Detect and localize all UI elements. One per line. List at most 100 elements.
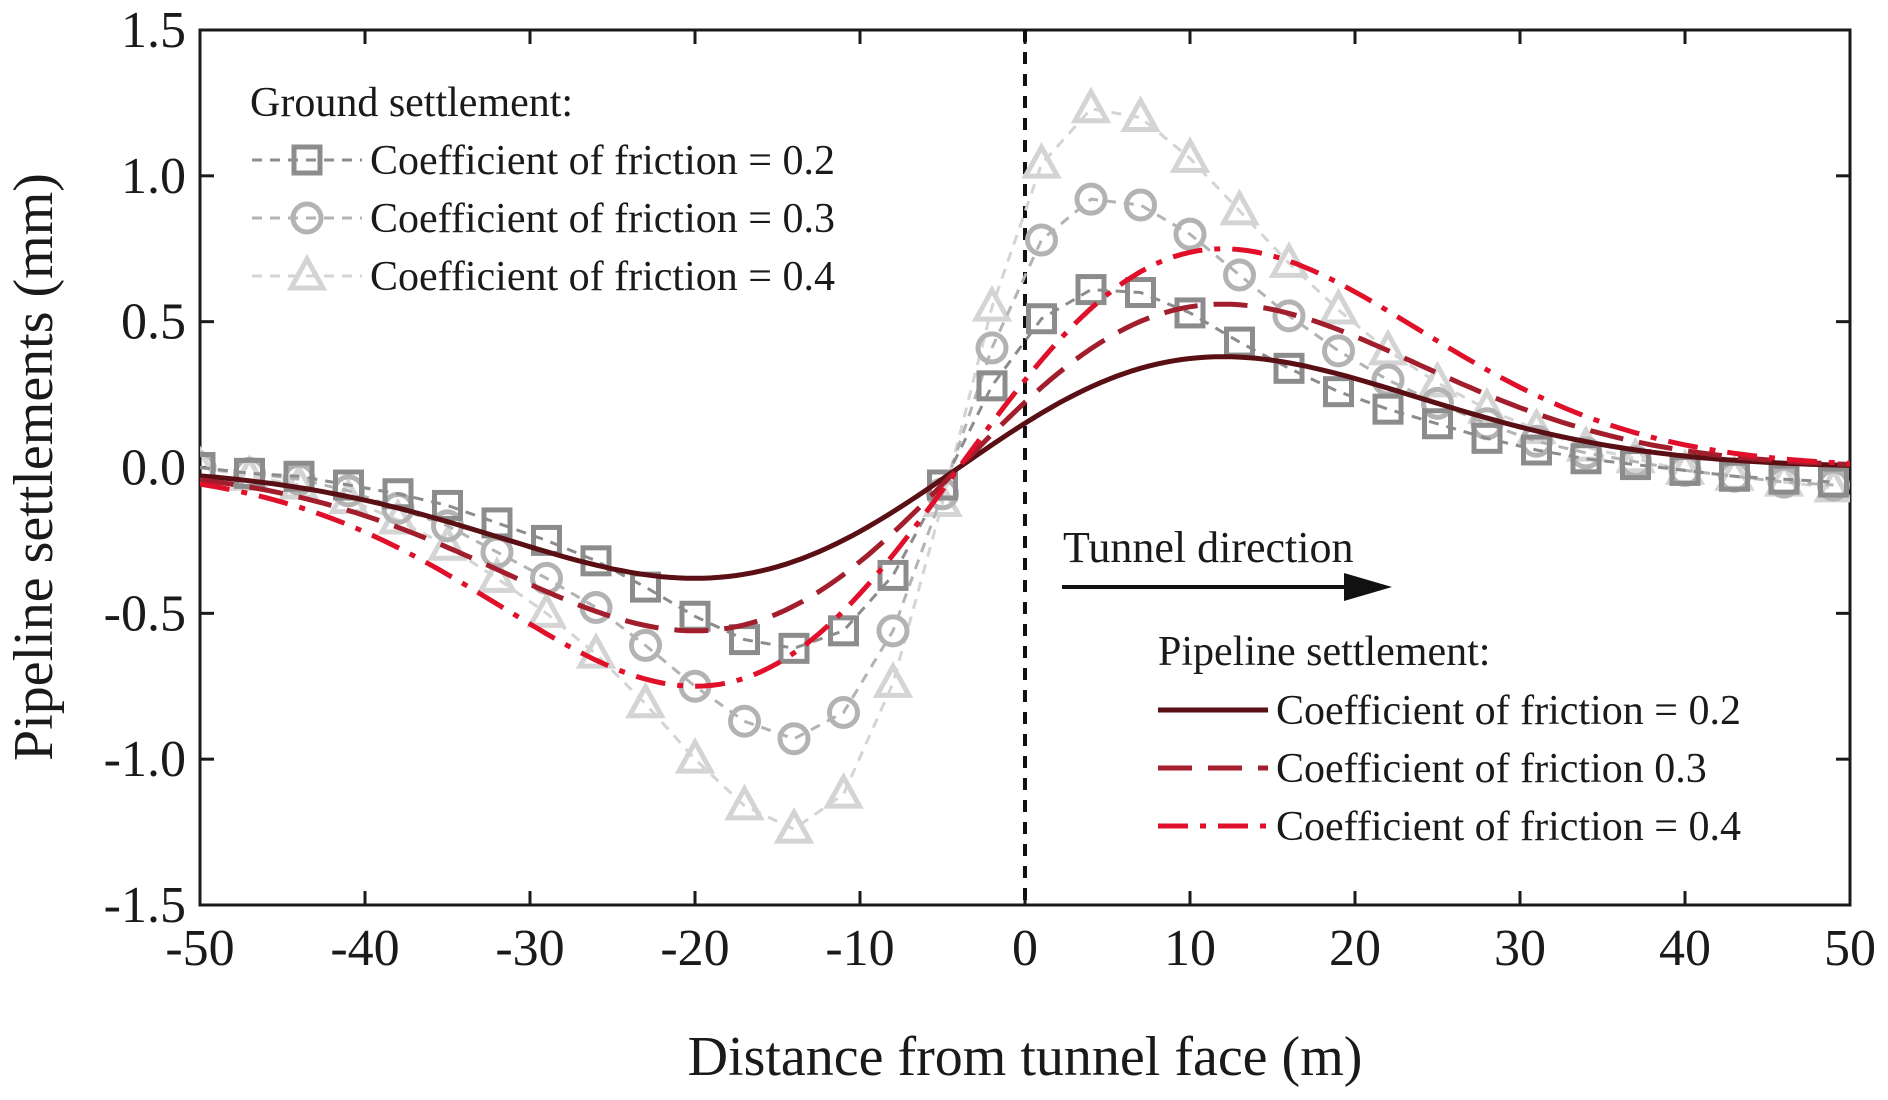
pipeline-line-3: [200, 246, 1850, 689]
y-tick-label: 1.5: [121, 2, 186, 59]
ground-marker: [1273, 352, 1305, 384]
legend-ground-label: Coefficient of friction = 0.3: [370, 196, 835, 242]
y-tick-label: -1.0: [104, 731, 186, 788]
x-axis-title: Distance from tunnel face (m): [688, 1026, 1363, 1088]
x-tick-label: -40: [330, 920, 399, 977]
ground-marker: [1070, 86, 1112, 124]
ground-marker: [1521, 434, 1552, 466]
ground-marker: [872, 661, 914, 698]
y-tick-label: -0.5: [104, 585, 186, 642]
x-tick-label: -10: [825, 920, 894, 977]
ground-marker: [877, 559, 909, 591]
ground-marker: [971, 284, 1013, 322]
ground-marker: [876, 614, 910, 648]
ground-marker: [773, 806, 815, 844]
ground-marker: [432, 489, 463, 521]
ground-marker: [1219, 188, 1260, 226]
legend-ground-label: Coefficient of friction = 0.2: [370, 138, 835, 184]
ground-marker: [827, 696, 860, 729]
y-tick-label: 0.0: [121, 440, 186, 497]
legend-ground-title: Ground settlement:: [250, 80, 573, 126]
x-tick-label: 50: [1824, 920, 1876, 977]
ground-marker: [1074, 182, 1108, 216]
ground-marker: [724, 783, 765, 821]
ground-marker: [1322, 334, 1355, 368]
ground-marker: [1323, 376, 1354, 408]
ground-marker: [1124, 188, 1157, 222]
ground-marker: [1025, 223, 1058, 257]
ground-marker: [1318, 287, 1359, 325]
ground-marker: [1372, 393, 1404, 425]
ground-marker: [1268, 241, 1310, 278]
y-tick-label: 0.5: [121, 294, 186, 351]
tick-labels: -50 -40 -30 -20 -10 0 10 20 30 40 50 1.5 1.0 0.5 0.0 -0…: [104, 2, 1876, 977]
ground-marker: [575, 631, 617, 669]
tunnel-direction-label: Tunnel direction: [1063, 523, 1353, 572]
ground-marker: [1719, 460, 1750, 492]
ground-marker: [1570, 443, 1602, 475]
ground-marker: [200, 445, 221, 482]
x-tick-label: 40: [1659, 920, 1711, 977]
ground-marker: [1174, 297, 1206, 329]
ground-marker: [778, 632, 810, 664]
ground-marker: [427, 524, 468, 561]
x-tick-label: 0: [1012, 920, 1038, 977]
ground-marker: [1173, 217, 1207, 251]
ground-marker: [728, 704, 761, 738]
ground-marker: [674, 736, 716, 774]
ground-marker: [1421, 386, 1454, 420]
x-tick-label: -50: [165, 920, 234, 977]
legend-ground-marker: [291, 144, 323, 176]
ground-marker: [526, 591, 567, 628]
x-tick-label: -30: [495, 920, 564, 977]
series-layer: [200, 86, 1850, 844]
ground-line: [200, 288, 1834, 650]
ground-marker: [1169, 136, 1211, 173]
legend-pipeline-label: Coefficient of friction = 0.2: [1276, 688, 1741, 734]
y-tick-label: -1.5: [104, 877, 186, 934]
x-tick-label: -20: [660, 920, 729, 977]
ground-marker: [1272, 299, 1306, 333]
ground-marker: [200, 452, 216, 483]
legend-pipeline-label: Coefficient of friction = 0.4: [1276, 804, 1741, 850]
ground-series-1: [200, 274, 1849, 664]
ground-marker: [476, 556, 518, 593]
legend-ground-marker: [290, 201, 324, 235]
ground-marker: [1120, 95, 1161, 132]
legend-ground-marker: [286, 253, 328, 291]
ground-marker: [975, 331, 1009, 365]
ground-marker: [1075, 274, 1107, 306]
ground-line: [200, 197, 1834, 741]
legend-pipeline-label: Coefficient of friction 0.3: [1276, 746, 1707, 792]
ground-marker: [828, 615, 859, 647]
ground-marker: [1615, 436, 1656, 474]
legend-pipeline: Pipeline settlement: Coefficient of fric…: [1158, 629, 1741, 850]
x-tick-label: 10: [1164, 920, 1216, 977]
ground-marker: [1223, 258, 1256, 292]
pipeline-line-1: [200, 354, 1850, 581]
ground-marker: [1417, 360, 1458, 398]
ground-marker: [1466, 386, 1508, 424]
ground-marker: [823, 771, 864, 809]
ground-marker: [1818, 466, 1849, 498]
pipeline-line-2: [200, 301, 1850, 634]
ground-marker: [777, 722, 811, 756]
ground-marker: [1125, 277, 1156, 308]
ground-marker: [976, 370, 1008, 402]
x-tick-label: 20: [1329, 920, 1381, 977]
legend-ground: Ground settlement: Coefficient of fricti…: [250, 80, 835, 300]
legend-ground-label: Coefficient of friction = 0.4: [370, 254, 835, 300]
legend-pipeline-title: Pipeline settlement:: [1158, 629, 1490, 675]
y-tick-label: 1.0: [121, 148, 186, 205]
ground-marker: [234, 457, 265, 489]
ground-marker: [1026, 303, 1057, 335]
tunnel-direction-arrow-head: [1344, 573, 1392, 601]
y-axis-title: Pipeline settlements (mm): [3, 173, 65, 761]
ground-marker: [1768, 463, 1800, 495]
x-tick-label: 30: [1494, 920, 1546, 977]
ground-marker: [625, 681, 666, 719]
ground-marker: [1422, 408, 1453, 440]
ground-marker: [629, 628, 662, 662]
ground-marker: [1021, 141, 1062, 179]
